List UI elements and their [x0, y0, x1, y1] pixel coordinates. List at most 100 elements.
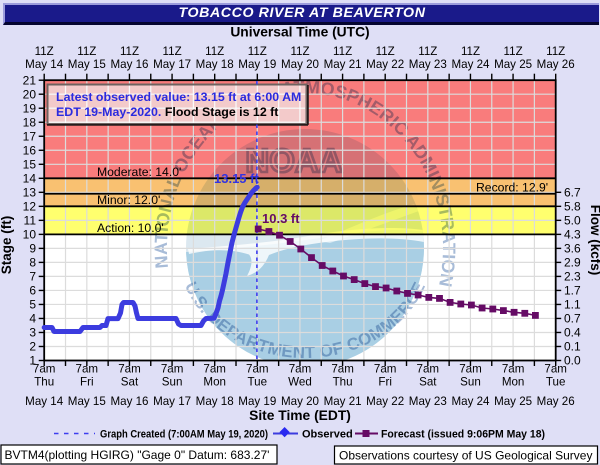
- svg-text:7am: 7am: [246, 363, 269, 376]
- svg-text:Observed: Observed: [302, 429, 353, 441]
- svg-text:7am: 7am: [459, 363, 482, 376]
- svg-text:0.7: 0.7: [564, 312, 581, 326]
- svg-text:0.1: 0.1: [564, 340, 581, 354]
- svg-text:11Z: 11Z: [290, 45, 309, 58]
- svg-text:14: 14: [23, 172, 37, 186]
- svg-text:May 19: May 19: [238, 58, 276, 71]
- svg-text:13.15 ft: 13.15 ft: [214, 171, 259, 186]
- svg-text:11Z: 11Z: [205, 45, 224, 58]
- svg-text:Stage (ft): Stage (ft): [0, 216, 14, 275]
- svg-text:15: 15: [23, 158, 37, 172]
- svg-text:7am: 7am: [76, 363, 99, 376]
- svg-text:2: 2: [29, 340, 36, 354]
- svg-text:May 16: May 16: [110, 395, 148, 408]
- svg-text:Fri: Fri: [378, 376, 392, 389]
- svg-text:May 21: May 21: [324, 395, 362, 408]
- svg-text:Fri: Fri: [80, 376, 94, 389]
- svg-text:17: 17: [23, 130, 37, 144]
- svg-text:May 26: May 26: [537, 395, 575, 408]
- svg-text:May 17: May 17: [153, 395, 191, 408]
- svg-text:2.3: 2.3: [564, 270, 581, 284]
- svg-text:5.0: 5.0: [564, 214, 581, 228]
- svg-text:Record: 12.9': Record: 12.9': [476, 181, 548, 195]
- svg-text:1.1: 1.1: [564, 298, 581, 312]
- svg-text:May 20: May 20: [281, 58, 319, 71]
- svg-text:Site Time (EDT): Site Time (EDT): [249, 408, 351, 423]
- svg-text:7am: 7am: [203, 363, 226, 376]
- svg-text:0.4: 0.4: [564, 326, 581, 340]
- svg-text:6: 6: [29, 284, 36, 298]
- svg-text:11Z: 11Z: [120, 45, 139, 58]
- svg-text:11Z: 11Z: [461, 45, 480, 58]
- svg-text:May 22: May 22: [366, 395, 404, 408]
- svg-text:Sat: Sat: [121, 376, 139, 389]
- svg-text:7am: 7am: [161, 363, 184, 376]
- svg-text:7am: 7am: [502, 363, 525, 376]
- svg-text:BVTM4(plotting HGIRG) "Gage 0": BVTM4(plotting HGIRG) "Gage 0" Datum: 68…: [5, 448, 270, 462]
- svg-text:May 18: May 18: [196, 395, 234, 408]
- svg-text:7am: 7am: [331, 363, 354, 376]
- svg-text:13: 13: [23, 186, 37, 200]
- svg-text:EDT 19-May-2020. Flood Stage i: EDT 19-May-2020. Flood Stage is 12 ft: [56, 105, 278, 119]
- svg-text:7am: 7am: [118, 363, 141, 376]
- svg-text:May 21: May 21: [324, 58, 362, 71]
- svg-text:16: 16: [23, 144, 37, 158]
- svg-text:6.7: 6.7: [564, 186, 581, 200]
- svg-text:Mon: Mon: [502, 376, 525, 389]
- svg-text:May 25: May 25: [494, 395, 532, 408]
- svg-text:Mon: Mon: [203, 376, 226, 389]
- svg-text:11Z: 11Z: [35, 45, 54, 58]
- svg-text:5.8: 5.8: [564, 200, 581, 214]
- svg-text:Sun: Sun: [162, 376, 183, 389]
- svg-text:5: 5: [29, 298, 36, 312]
- svg-text:May 24: May 24: [451, 58, 490, 71]
- svg-text:4: 4: [29, 312, 36, 326]
- svg-text:Action: 10.0': Action: 10.0': [97, 221, 164, 235]
- svg-text:3.6: 3.6: [564, 242, 581, 256]
- svg-text:7: 7: [29, 270, 36, 284]
- svg-text:May 15: May 15: [68, 395, 106, 408]
- svg-text:Tue: Tue: [546, 376, 566, 389]
- svg-text:7am: 7am: [33, 363, 56, 376]
- svg-text:May 22: May 22: [366, 58, 404, 71]
- svg-text:1.7: 1.7: [564, 284, 581, 298]
- svg-text:May 14: May 14: [25, 58, 64, 71]
- svg-text:Tue: Tue: [248, 376, 268, 389]
- svg-text:2.9: 2.9: [564, 256, 581, 270]
- svg-text:May 24: May 24: [451, 395, 490, 408]
- svg-text:Wed: Wed: [288, 376, 312, 389]
- svg-text:11Z: 11Z: [248, 45, 267, 58]
- svg-text:19: 19: [23, 101, 37, 115]
- svg-text:4.3: 4.3: [564, 228, 581, 242]
- svg-text:20: 20: [23, 87, 37, 101]
- svg-text:May 16: May 16: [110, 58, 148, 71]
- svg-text:9: 9: [29, 242, 36, 256]
- svg-text:11Z: 11Z: [333, 45, 352, 58]
- svg-text:10.3 ft: 10.3 ft: [262, 211, 300, 226]
- svg-text:Moderate: 14.0': Moderate: 14.0': [97, 165, 181, 179]
- svg-text:May 15: May 15: [68, 58, 106, 71]
- svg-text:NOAA: NOAA: [245, 142, 342, 179]
- svg-text:7am: 7am: [544, 363, 567, 376]
- svg-text:8: 8: [29, 256, 36, 270]
- svg-text:7am: 7am: [374, 363, 397, 376]
- svg-text:May 20: May 20: [281, 395, 319, 408]
- svg-text:7am: 7am: [289, 363, 312, 376]
- svg-text:Minor: 12.0': Minor: 12.0': [97, 193, 160, 207]
- svg-text:10: 10: [23, 228, 37, 242]
- svg-text:11Z: 11Z: [504, 45, 523, 58]
- svg-text:Latest observed value: 13.15 f: Latest observed value: 13.15 ft at 6:00 …: [56, 90, 301, 104]
- svg-text:3: 3: [29, 326, 36, 340]
- svg-text:Thu: Thu: [34, 376, 54, 389]
- svg-text:May 23: May 23: [409, 395, 447, 408]
- svg-text:Graph Created (7:00AM May 19,: Graph Created (7:00AM May 19, 2020): [100, 429, 268, 441]
- svg-text:Flow (kcfs): Flow (kcfs): [588, 205, 600, 276]
- svg-text:1: 1: [29, 354, 36, 368]
- svg-text:May 26: May 26: [537, 58, 575, 71]
- svg-text:Sun: Sun: [460, 376, 481, 389]
- svg-text:May 25: May 25: [494, 58, 532, 71]
- svg-text:21: 21: [23, 73, 37, 87]
- svg-text:May 18: May 18: [196, 58, 234, 71]
- svg-text:11Z: 11Z: [418, 45, 437, 58]
- svg-text:Forecast (issued 9:06PM May 18: Forecast (issued 9:06PM May 18): [381, 429, 545, 441]
